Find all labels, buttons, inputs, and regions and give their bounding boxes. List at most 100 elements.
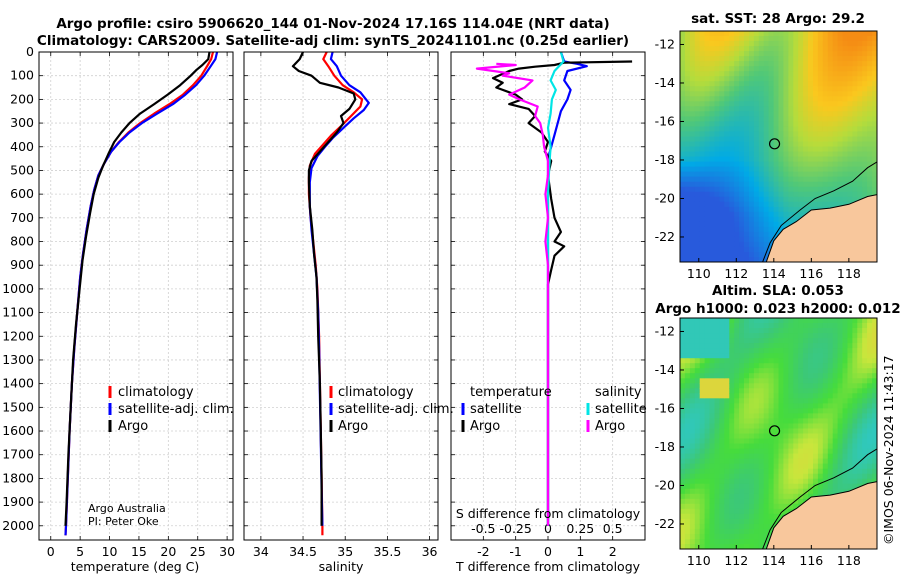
shelf-contour: [762, 448, 877, 549]
map-cell: [699, 181, 706, 188]
map-cell: [753, 503, 760, 510]
map-cell: [872, 126, 877, 132]
map-cell: [763, 46, 770, 52]
series-argo: [291, 51, 357, 526]
map-cell: [852, 483, 858, 490]
map-cell: [744, 76, 750, 82]
map-cell: [753, 478, 760, 485]
map-cell: [837, 383, 844, 389]
map-cell: [862, 318, 868, 324]
map-cell: [753, 246, 760, 253]
map-cell: [744, 191, 750, 198]
map-cell: [704, 478, 711, 485]
map-cell: [753, 136, 760, 143]
map-cell: [763, 318, 770, 324]
map-cell: [768, 126, 775, 132]
map-cell: [763, 51, 770, 57]
map-cell: [842, 31, 848, 37]
map-cell: [744, 363, 750, 369]
map-cell: [793, 121, 799, 127]
map-cell: [783, 71, 789, 77]
map-cell: [734, 453, 740, 460]
map-cell: [694, 76, 701, 82]
map-cell: [837, 141, 844, 148]
map-cell: [680, 116, 686, 122]
map-cell: [719, 468, 725, 475]
map-cell: [803, 96, 809, 102]
map-cell: [689, 126, 696, 132]
map-cell: [852, 333, 858, 339]
map-cell: [763, 443, 770, 450]
map-cell: [822, 353, 829, 359]
map-cell: [837, 186, 844, 193]
map-cell: [758, 458, 765, 465]
map-cell: [714, 323, 720, 329]
map-cell: [822, 96, 829, 102]
map-y-tick-label: -14: [655, 75, 675, 90]
map-cell: [798, 51, 804, 57]
map-cell: [783, 413, 789, 419]
map-cell: [773, 378, 780, 384]
map-cell: [758, 141, 765, 148]
map-cell: [699, 131, 706, 137]
map-cell: [837, 91, 844, 97]
map-cell: [773, 503, 780, 510]
map-cell: [788, 398, 794, 404]
map-cell: [788, 383, 794, 389]
map-cell: [753, 66, 760, 72]
map-cell: [704, 66, 711, 72]
map-cell: [684, 231, 691, 238]
map-cell: [773, 31, 780, 37]
map-cell: [699, 478, 706, 485]
map-cell: [768, 61, 775, 67]
timestamp: ©IMOS 06-Nov-2024 11:43:17: [881, 355, 896, 545]
map-cell: [808, 373, 814, 379]
map-cell: [709, 166, 715, 173]
map-cell: [783, 121, 789, 127]
map-cell: [867, 463, 873, 470]
map-cell: [763, 539, 770, 545]
map-cell: [847, 191, 853, 198]
map-cell: [694, 468, 701, 475]
map-cell: [704, 181, 711, 188]
map-cell: [852, 191, 858, 198]
map-cell: [852, 51, 858, 57]
map-cell: [753, 141, 760, 148]
map-cell: [704, 131, 711, 137]
map-cell: [744, 533, 750, 540]
map-cell: [739, 196, 745, 203]
map-cell: [837, 378, 844, 384]
map-cell: [680, 398, 686, 404]
map-cell: [778, 488, 784, 495]
map-cell: [803, 348, 809, 354]
map-cell: [709, 498, 715, 505]
map-cell: [793, 101, 799, 107]
map-cell: [729, 343, 735, 349]
map-cell: [758, 96, 765, 102]
map-cell: [768, 236, 775, 243]
s-tick-label: -0.5: [471, 521, 495, 536]
map-cell: [803, 353, 809, 359]
map-cell: [832, 368, 839, 374]
map-cell: [783, 348, 789, 354]
map-cell: [684, 216, 691, 223]
map-cell: [704, 201, 711, 208]
map-cell: [714, 353, 720, 359]
map-cell: [778, 136, 784, 143]
map-cell: [817, 191, 824, 198]
map-cell: [803, 106, 809, 112]
map-cell: [680, 136, 686, 143]
map-cell: [822, 423, 829, 430]
map-cell: [734, 544, 740, 549]
map-cell: [758, 528, 765, 535]
map-cell: [758, 493, 765, 500]
map-cell: [773, 453, 780, 460]
map-cell: [827, 408, 834, 414]
map-cell: [862, 438, 868, 445]
map-cell: [817, 136, 824, 143]
map-cell: [680, 86, 686, 92]
map-cell: [803, 181, 809, 188]
map-cell: [768, 343, 775, 349]
map-cell: [852, 166, 858, 173]
map-cell: [694, 151, 701, 158]
